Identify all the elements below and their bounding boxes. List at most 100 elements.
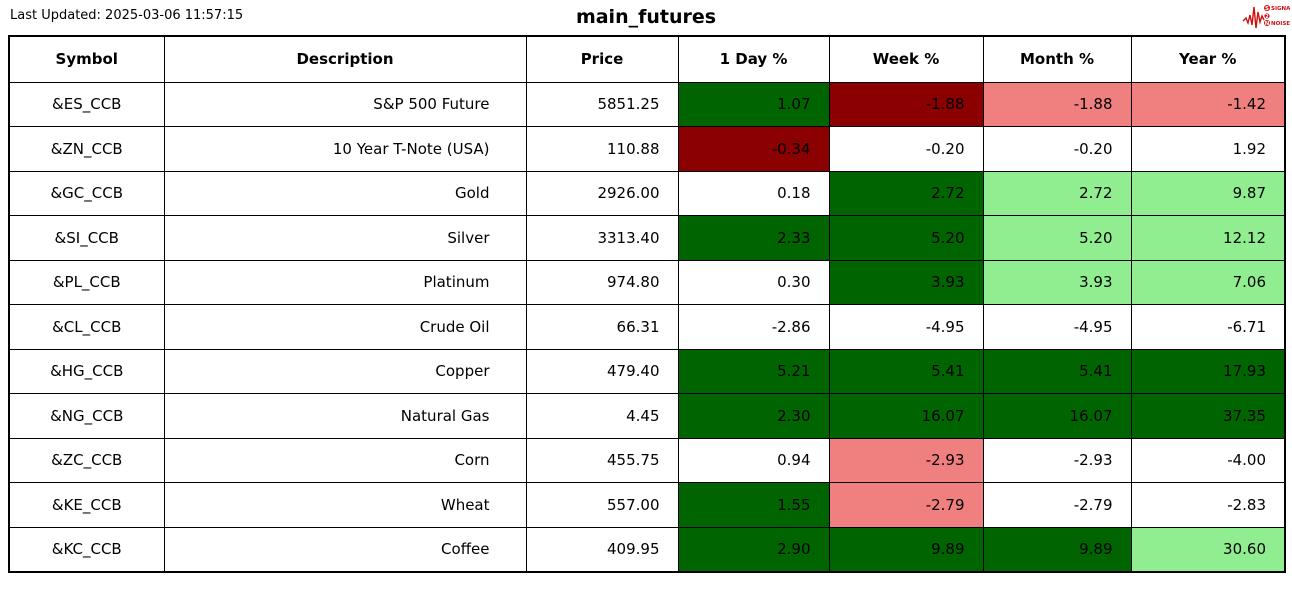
price-cell: 557.00: [525, 482, 679, 528]
column-header-price: Price: [525, 35, 679, 83]
symbol-cell: &KE_CCB: [8, 482, 165, 528]
svg-text:S: S: [1265, 6, 1269, 12]
month-pct-cell: 9.89: [982, 526, 1132, 572]
table-row: &SI_CCB Silver 3313.40 2.33 5.20 5.20 12…: [8, 215, 1286, 261]
column-header-week-pct: Week %: [828, 35, 984, 83]
table-row: &CL_CCB Crude Oil 66.31 -2.86 -4.95 -4.9…: [8, 304, 1286, 350]
year-pct-cell: 1.92: [1130, 126, 1286, 172]
week-pct-cell: 9.89: [828, 526, 984, 572]
description-cell: Gold: [163, 170, 527, 216]
symbol-cell: &ES_CCB: [8, 81, 165, 127]
year-pct-cell: 7.06: [1130, 259, 1286, 305]
price-cell: 110.88: [525, 126, 679, 172]
month-pct-cell: 3.93: [982, 259, 1132, 305]
futures-table-body: &ES_CCB S&P 500 Future 5851.25 1.07 -1.8…: [8, 81, 1286, 572]
price-cell: 4.45: [525, 393, 679, 439]
year-pct-cell: 9.87: [1130, 170, 1286, 216]
week-pct-cell: -2.79: [828, 482, 984, 528]
month-pct-cell: -2.93: [982, 437, 1132, 483]
symbol-cell: &ZC_CCB: [8, 437, 165, 483]
last-updated-label: Last Updated: 2025-03-06 11:57:15: [10, 8, 244, 23]
year-pct-cell: 12.12: [1130, 215, 1286, 261]
symbol-cell: &ZN_CCB: [8, 126, 165, 172]
year-pct-cell: -4.00: [1130, 437, 1286, 483]
price-cell: 5851.25: [525, 81, 679, 127]
table-row: &GC_CCB Gold 2926.00 0.18 2.72 2.72 9.87: [8, 170, 1286, 216]
day-pct-cell: 2.30: [677, 393, 830, 439]
description-cell: Wheat: [163, 482, 527, 528]
day-pct-cell: 0.18: [677, 170, 830, 216]
description-cell: Platinum: [163, 259, 527, 305]
month-pct-cell: 16.07: [982, 393, 1132, 439]
week-pct-cell: 16.07: [828, 393, 984, 439]
day-pct-cell: 1.55: [677, 482, 830, 528]
table-row: &KE_CCB Wheat 557.00 1.55 -2.79 -2.79 -2…: [8, 482, 1286, 528]
price-cell: 479.40: [525, 348, 679, 394]
description-cell: Crude Oil: [163, 304, 527, 350]
page-title: main_futures: [575, 6, 717, 28]
symbol-cell: &KC_CCB: [8, 526, 165, 572]
description-cell: Natural Gas: [163, 393, 527, 439]
symbol-cell: &HG_CCB: [8, 348, 165, 394]
price-cell: 3313.40: [525, 215, 679, 261]
logo-top-text: SIGNAL: [1271, 6, 1290, 12]
description-cell: Corn: [163, 437, 527, 483]
symbol-cell: &PL_CCB: [8, 259, 165, 305]
year-pct-cell: 30.60: [1130, 526, 1286, 572]
column-header-1day-pct: 1 Day %: [677, 35, 830, 83]
month-pct-cell: 5.20: [982, 215, 1132, 261]
month-pct-cell: 2.72: [982, 170, 1132, 216]
price-cell: 2926.00: [525, 170, 679, 216]
description-cell: Coffee: [163, 526, 527, 572]
description-cell: 10 Year T-Note (USA): [163, 126, 527, 172]
symbol-cell: &SI_CCB: [8, 215, 165, 261]
description-cell: S&P 500 Future: [163, 81, 527, 127]
year-pct-cell: 37.35: [1130, 393, 1286, 439]
column-header-symbol: Symbol: [8, 35, 165, 83]
day-pct-cell: 0.94: [677, 437, 830, 483]
week-pct-cell: 5.20: [828, 215, 984, 261]
day-pct-cell: 2.90: [677, 526, 830, 572]
month-pct-cell: -0.20: [982, 126, 1132, 172]
month-pct-cell: -1.88: [982, 81, 1132, 127]
table-row: &KC_CCB Coffee 409.95 2.90 9.89 9.89 30.…: [8, 526, 1286, 572]
symbol-cell: &CL_CCB: [8, 304, 165, 350]
table-row: &ZN_CCB 10 Year T-Note (USA) 110.88 -0.3…: [8, 126, 1286, 172]
year-pct-cell: -6.71: [1130, 304, 1286, 350]
price-cell: 974.80: [525, 259, 679, 305]
week-pct-cell: -0.20: [828, 126, 984, 172]
column-header-description: Description: [163, 35, 527, 83]
header-row: Symbol Description Price 1 Day % Week % …: [8, 35, 1286, 83]
week-pct-cell: 5.41: [828, 348, 984, 394]
day-pct-cell: 1.07: [677, 81, 830, 127]
description-cell: Silver: [163, 215, 527, 261]
price-cell: 66.31: [525, 304, 679, 350]
week-pct-cell: -4.95: [828, 304, 984, 350]
price-cell: 409.95: [525, 526, 679, 572]
svg-text:2: 2: [1265, 14, 1269, 20]
table-row: &PL_CCB Platinum 974.80 0.30 3.93 3.93 7…: [8, 259, 1286, 305]
week-pct-cell: 2.72: [828, 170, 984, 216]
day-pct-cell: -2.86: [677, 304, 830, 350]
logo-bottom-text: NOISE: [1271, 21, 1290, 27]
column-header-month-pct: Month %: [982, 35, 1132, 83]
day-pct-cell: 2.33: [677, 215, 830, 261]
column-header-year-pct: Year %: [1130, 35, 1286, 83]
year-pct-cell: -1.42: [1130, 81, 1286, 127]
day-pct-cell: -0.34: [677, 126, 830, 172]
week-pct-cell: -1.88: [828, 81, 984, 127]
day-pct-cell: 0.30: [677, 259, 830, 305]
svg-text:N: N: [1265, 21, 1270, 27]
table-row: &ZC_CCB Corn 455.75 0.94 -2.93 -2.93 -4.…: [8, 437, 1286, 483]
symbol-cell: &NG_CCB: [8, 393, 165, 439]
year-pct-cell: -2.83: [1130, 482, 1286, 528]
price-cell: 455.75: [525, 437, 679, 483]
symbol-cell: &GC_CCB: [8, 170, 165, 216]
futures-table: Symbol Description Price 1 Day % Week % …: [8, 35, 1286, 573]
week-pct-cell: 3.93: [828, 259, 984, 305]
table-row: &NG_CCB Natural Gas 4.45 2.30 16.07 16.0…: [8, 393, 1286, 439]
month-pct-cell: -4.95: [982, 304, 1132, 350]
signal-noise-logo: S 2 N SIGNAL NOISE: [1242, 1, 1290, 31]
table-row: &HG_CCB Copper 479.40 5.21 5.41 5.41 17.…: [8, 348, 1286, 394]
